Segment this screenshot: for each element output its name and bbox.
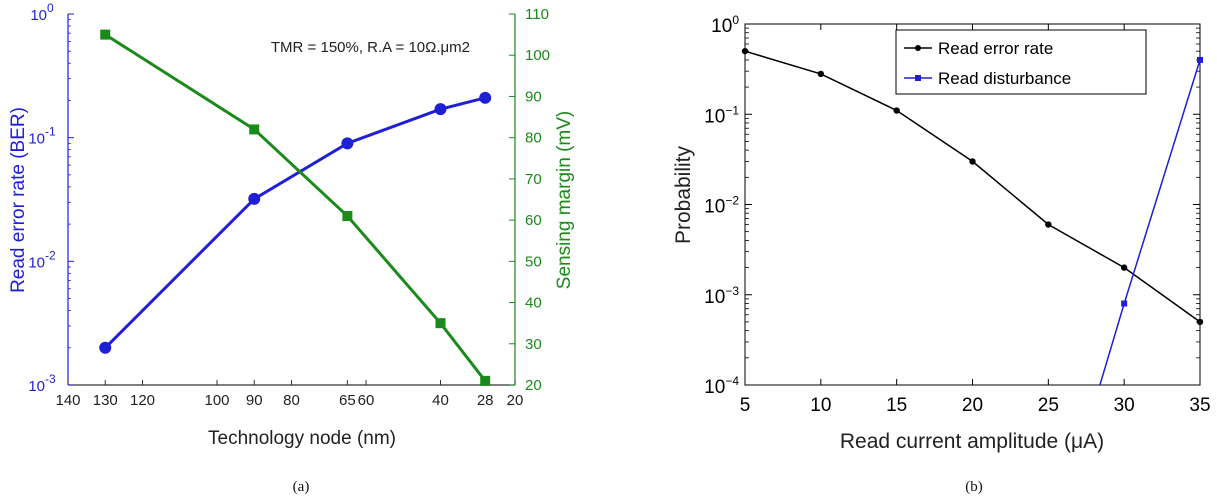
chart-b-legend: Read error rate Read disturbance: [895, 29, 1147, 95]
x-tick-label: 28: [477, 392, 494, 409]
x-tick-label: 130: [93, 392, 118, 409]
y-left-tick-label: 10-3: [28, 372, 56, 395]
chart-a-series: [99, 29, 492, 386]
chart-b-ticks: 5 10 15 20 25 30 35 10−4 10−3 10−2 10−1 100: [704, 13, 1210, 416]
x-tick-label: 140: [55, 392, 80, 409]
chart-a-ticks: 140 130 120 100 90 80 65 60 40 28 2010-310-210-110…: [28, 1, 550, 409]
data-point: [480, 375, 491, 386]
y-right-tick-label: 50: [525, 253, 542, 270]
x-tick-label: 30: [1114, 395, 1135, 416]
y-right-tick-label: 40: [525, 295, 542, 312]
data-point: [817, 70, 825, 78]
data-point: [1045, 221, 1052, 228]
chart-a-y-left-label: Read error rate (BER): [8, 107, 29, 293]
data-point: [1120, 264, 1128, 271]
series-line-1: [1099, 59, 1201, 386]
y-right-tick-label: 80: [525, 130, 542, 147]
chart-b-x-label: Read current amplitude (μA): [840, 430, 1104, 453]
y-right-tick-label: 100: [525, 47, 550, 64]
data-point: [479, 91, 492, 104]
y-right-tick-label: 90: [525, 88, 542, 105]
chart-a-x-label: Technology node (nm): [208, 428, 396, 449]
data-point: [342, 210, 353, 221]
y-tick-label: 10−3: [704, 284, 739, 308]
data-point: [1197, 56, 1203, 63]
chart-a-annotation: TMR = 150%, R.A = 10Ω.μm2: [271, 39, 470, 56]
y-left-tick-label: 100: [30, 1, 54, 24]
data-point: [893, 107, 900, 114]
x-tick-label: 25: [1038, 395, 1059, 416]
data-point: [434, 103, 447, 116]
data-point: [100, 29, 111, 40]
legend-disturb-marker: [915, 75, 921, 81]
x-tick-label: 10: [810, 395, 831, 416]
y-right-tick-label: 30: [525, 336, 542, 353]
y-tick-label: 10−2: [704, 194, 739, 218]
legend-error-marker: [915, 45, 921, 51]
y-left-tick-label: 10-1: [28, 125, 56, 148]
data-point: [1121, 300, 1128, 307]
data-point: [249, 124, 260, 135]
x-tick-label: 20: [507, 392, 524, 409]
x-tick-label: 5: [740, 395, 751, 416]
x-tick-label: 100: [204, 392, 229, 409]
data-point: [435, 318, 446, 329]
x-tick-label: 65: [339, 392, 356, 409]
x-tick-label: 90: [246, 392, 263, 409]
data-point: [969, 158, 976, 165]
data-point: [341, 137, 354, 150]
legend-box: [895, 29, 1147, 95]
x-tick-label: 35: [1189, 395, 1210, 416]
data-point: [741, 47, 749, 55]
legend-disturb-label: Read disturbance: [938, 69, 1071, 88]
x-tick-label: 15: [886, 395, 907, 416]
chart-b-y-label: Probability: [672, 145, 695, 244]
y-right-tick-label: 70: [525, 171, 542, 188]
x-tick-label: 120: [130, 392, 155, 409]
x-tick-label: 20: [962, 395, 983, 416]
chart-b: 5 10 15 20 25 30 35 10−4 10−3 10−2 10−1 100 Read cu…: [672, 13, 1211, 495]
chart-a: 140 130 120 100 90 80 65 60 40 28 2010-310-210-110…: [8, 1, 575, 495]
y-right-tick-label: 110: [525, 6, 549, 23]
legend-error-label: Read error rate: [938, 39, 1053, 58]
data-point: [99, 341, 112, 354]
y-tick-label: 10−4: [704, 374, 739, 398]
y-left-tick-label: 10-2: [28, 248, 56, 271]
data-point: [1196, 318, 1204, 326]
y-tick-label: 10−1: [704, 103, 739, 127]
chart-a-y-right-label: Sensing margin (mV): [554, 111, 575, 289]
data-point: [248, 192, 261, 205]
chart-b-caption: (b): [965, 479, 983, 495]
y-right-tick-label: 60: [525, 212, 542, 229]
chart-a-caption: (a): [293, 479, 310, 495]
chart-b-series: [741, 47, 1204, 386]
x-tick-label: 60: [358, 392, 375, 409]
y-right-tick-label: 20: [525, 377, 542, 394]
y-tick-label: 100: [711, 13, 739, 37]
x-tick-label: 80: [283, 392, 300, 409]
x-tick-label: 40: [432, 392, 449, 409]
series-line-right: [104, 33, 487, 382]
